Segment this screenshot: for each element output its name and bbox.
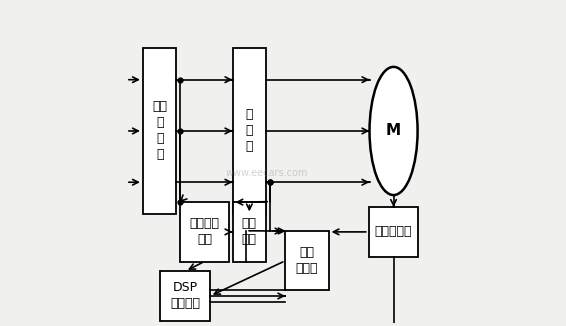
- Text: 逆
变
器: 逆 变 器: [246, 109, 253, 154]
- Text: 驱动
电路: 驱动 电路: [242, 217, 257, 246]
- Text: 三相
整
流
器: 三相 整 流 器: [152, 100, 167, 161]
- Text: 辅助开关
电源: 辅助开关 电源: [190, 217, 220, 246]
- Text: www.eecars.com: www.eecars.com: [226, 168, 308, 178]
- Bar: [285, 231, 329, 290]
- Ellipse shape: [370, 67, 418, 195]
- Bar: [160, 271, 210, 321]
- Text: DSP
控制系统: DSP 控制系统: [170, 281, 200, 310]
- Bar: [179, 202, 229, 261]
- Bar: [368, 207, 418, 257]
- Text: 滤波
放大器: 滤波 放大器: [296, 246, 318, 275]
- Text: M: M: [386, 124, 401, 139]
- Bar: [143, 48, 177, 214]
- Bar: [233, 202, 266, 261]
- Text: 光电编码器: 光电编码器: [375, 225, 412, 238]
- Bar: [233, 48, 266, 214]
